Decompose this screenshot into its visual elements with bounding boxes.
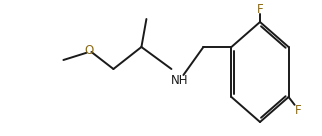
Text: F: F [257, 2, 263, 16]
Text: O: O [85, 44, 94, 56]
Text: F: F [295, 103, 302, 117]
Text: NH: NH [171, 74, 188, 87]
